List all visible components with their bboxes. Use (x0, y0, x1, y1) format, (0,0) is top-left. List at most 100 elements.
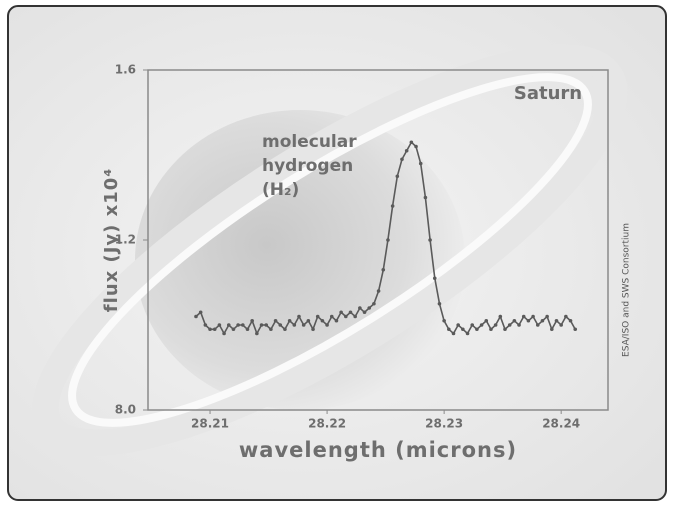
data-point (255, 331, 259, 336)
data-point (461, 327, 465, 332)
data-point (521, 314, 526, 319)
data-point (568, 318, 573, 323)
data-point (381, 267, 386, 272)
data-point (559, 323, 563, 327)
data-point (564, 314, 568, 319)
data-point (241, 323, 245, 327)
data-point (344, 314, 348, 319)
spectrum-line (195, 141, 576, 336)
data-point (269, 327, 273, 332)
title: Saturn (514, 83, 582, 104)
data-point (283, 327, 287, 332)
annotation: hydrogen (262, 156, 353, 176)
data-point (208, 327, 212, 332)
y-tick-label: 1.6 (115, 63, 136, 77)
data-point (362, 310, 367, 315)
data-point (329, 314, 334, 319)
data-point (517, 323, 521, 327)
data-point (194, 314, 198, 319)
y-tick-label: 1.2 (115, 233, 136, 247)
annotation: molecular (262, 132, 357, 152)
data-point (531, 314, 535, 319)
data-point (353, 314, 357, 319)
annotation: (H₂) (262, 180, 299, 200)
data-point (418, 161, 423, 166)
x-tick-label: 28.21 (191, 417, 229, 431)
x-axis-label: wavelength (microns) (239, 438, 517, 462)
plot-frame (147, 69, 609, 411)
data-point (222, 331, 226, 336)
data-point (395, 174, 400, 179)
data-point (311, 327, 315, 332)
data-point (451, 331, 456, 336)
data-point (409, 140, 414, 145)
data-point (264, 323, 269, 327)
data-point (423, 195, 428, 200)
x-tick-label: 28.23 (425, 417, 463, 431)
data-point (236, 323, 240, 327)
data-point (428, 238, 432, 242)
data-point (465, 331, 470, 336)
data-point (475, 327, 479, 332)
ring (32, 44, 628, 456)
data-point (306, 318, 311, 323)
data-point (414, 144, 418, 149)
x-tick-label: 28.22 (308, 417, 346, 431)
data-point (250, 318, 254, 323)
data-point (245, 327, 250, 332)
y-axis-label: flux (Jy) x10⁴ (101, 168, 122, 312)
data-point (540, 318, 545, 323)
ring (68, 73, 592, 427)
data-point (226, 323, 231, 327)
data-point (404, 148, 409, 153)
data-point (358, 306, 362, 310)
data-point (386, 238, 390, 242)
data-point (231, 327, 236, 332)
data-point (432, 276, 437, 281)
data-point (535, 323, 540, 327)
data-point (447, 327, 451, 332)
data-point (479, 323, 484, 327)
data-point (498, 314, 503, 319)
data-point (456, 323, 460, 327)
data-point (442, 318, 446, 323)
data-point (203, 323, 208, 327)
data-point (390, 204, 395, 208)
data-point (325, 323, 329, 327)
data-point (573, 327, 578, 332)
data-point (493, 323, 498, 327)
data-point (484, 318, 489, 323)
data-point (545, 314, 549, 319)
y-tick-label: 8.0 (115, 403, 136, 417)
data-point (376, 289, 381, 293)
x-tick-label: 28.24 (542, 417, 580, 431)
data-point (315, 314, 320, 319)
data-point (217, 323, 222, 327)
credit: ESA/ISO and SWS Consortium (622, 223, 632, 357)
data-point (512, 318, 517, 323)
data-point (297, 314, 301, 319)
data-point (339, 310, 343, 315)
data-point (526, 318, 531, 323)
data-point (470, 323, 475, 327)
data-point (273, 318, 278, 323)
data-point (198, 310, 203, 315)
data-point (437, 301, 442, 306)
data-point (259, 323, 264, 327)
data-point (348, 310, 353, 315)
data-point (372, 301, 376, 306)
data-point (212, 327, 217, 332)
data-point (287, 318, 292, 323)
data-point (400, 157, 404, 162)
data-point (292, 323, 297, 327)
data-point (367, 306, 372, 310)
data-point (507, 323, 512, 327)
data-point (554, 318, 559, 323)
data-point (301, 323, 306, 327)
data-point (489, 327, 493, 332)
data-point (320, 318, 325, 323)
data-point (334, 318, 339, 323)
data-point (503, 327, 507, 332)
data-point (550, 327, 554, 332)
